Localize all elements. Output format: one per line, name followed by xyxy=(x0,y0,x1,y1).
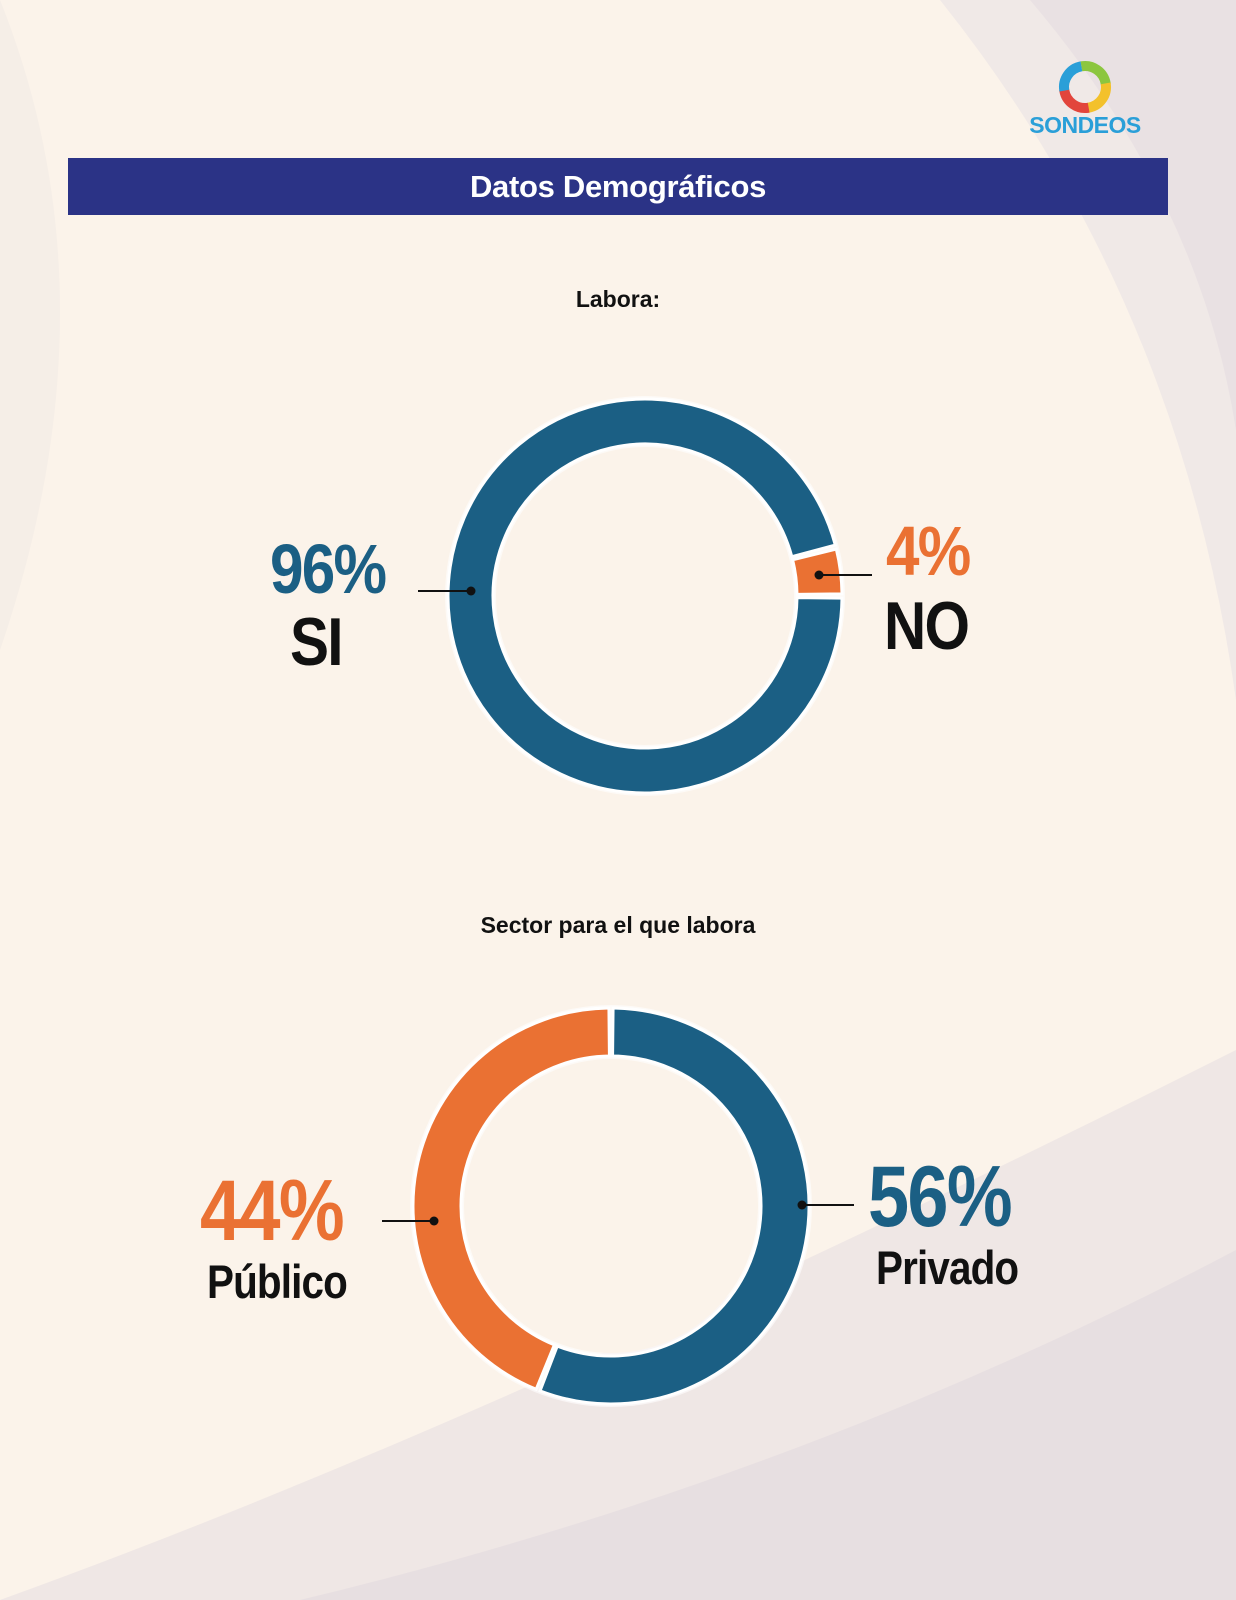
slice-label-privado-value: 56% xyxy=(868,1149,1013,1245)
leader-dot xyxy=(429,1216,439,1226)
slice-label-privado-category: Privado xyxy=(876,1241,1019,1294)
slice-label-si-category: SI xyxy=(290,604,344,680)
sondeos-logo: SONDEOS xyxy=(1010,56,1160,146)
donut-slice-privado xyxy=(538,1006,811,1406)
donut-slice-publico xyxy=(411,1006,611,1392)
chart-title-labora: Labora: xyxy=(575,286,661,312)
donut-slice-si xyxy=(446,397,844,795)
leader-dot xyxy=(797,1200,807,1210)
slice-label-no-category: NO xyxy=(884,588,970,664)
chart-title-sector: Sector para el que labora xyxy=(480,912,756,938)
logo-ring-icon xyxy=(1059,61,1111,113)
slice-label-publico-category: Público xyxy=(207,1255,348,1308)
page-title: Datos Demográficos xyxy=(469,168,767,204)
leader-dot xyxy=(814,570,824,580)
leader-dot xyxy=(466,586,476,596)
slice-label-no-value: 4% xyxy=(886,512,971,590)
slice-label-publico-value: 44% xyxy=(200,1163,345,1259)
logo-text: SONDEOS xyxy=(1029,112,1141,138)
page-title-banner: Datos Demográficos xyxy=(68,158,1168,215)
slice-label-si-value: 96% xyxy=(270,530,387,608)
donut-hole xyxy=(496,447,794,745)
donut-hole xyxy=(464,1059,758,1353)
